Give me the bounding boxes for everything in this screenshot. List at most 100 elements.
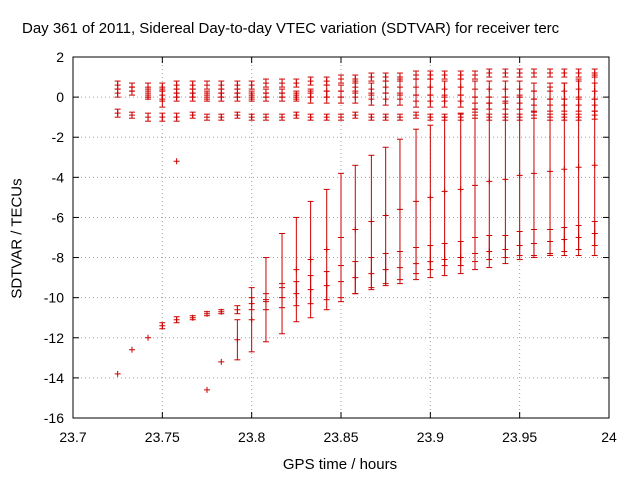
data-point xyxy=(472,182,478,189)
data-point xyxy=(114,82,121,89)
data-point xyxy=(114,370,121,377)
data-point xyxy=(427,72,434,79)
data-point xyxy=(368,86,375,93)
data-point xyxy=(128,112,135,119)
y-tick-label: -6 xyxy=(52,209,65,225)
data-point xyxy=(352,112,359,119)
data-point xyxy=(173,158,180,165)
data-point xyxy=(189,112,196,119)
data-point xyxy=(502,176,509,183)
data-point xyxy=(486,86,493,93)
series-top-band xyxy=(114,68,598,92)
y-tick-label: -12 xyxy=(44,330,64,346)
data-point xyxy=(427,194,434,201)
data-point xyxy=(396,96,403,103)
data-point xyxy=(159,114,166,121)
y-axis-label: SDTVAR / TECUs xyxy=(8,178,26,299)
data-point xyxy=(262,296,269,303)
chart-title: Day 361 of 2011, Sidereal Day-to-day VTE… xyxy=(22,20,560,37)
data-point xyxy=(547,70,554,77)
data-point xyxy=(173,114,180,121)
data-point xyxy=(145,94,152,101)
data-point xyxy=(218,82,225,89)
data-point xyxy=(530,170,537,177)
data-point xyxy=(547,168,554,175)
data-point xyxy=(352,226,359,233)
data-point xyxy=(293,266,300,273)
data-point xyxy=(502,86,509,93)
data-point xyxy=(441,188,448,195)
x-tick-label: 23.95 xyxy=(502,429,537,445)
x-tick-label: 23.9 xyxy=(417,429,444,445)
data-point xyxy=(382,84,389,91)
y-tick-label: -2 xyxy=(52,129,65,145)
data-point xyxy=(234,82,241,89)
data-point xyxy=(293,80,300,87)
x-tick-label: 23.85 xyxy=(323,429,358,445)
axis-ticks: 23.7 23.75 23.8 23.85 23.9 23.95 24 -16 -14 -12 -1… xyxy=(44,49,617,445)
data-point xyxy=(159,96,166,103)
data-point xyxy=(234,306,241,313)
x-tick-label: 23.8 xyxy=(238,429,265,445)
data-point xyxy=(441,86,448,93)
data-point xyxy=(234,94,241,101)
data-point xyxy=(396,114,403,121)
data-point xyxy=(248,316,255,323)
data-point xyxy=(145,114,152,121)
data-point xyxy=(530,70,537,77)
data-point xyxy=(382,96,389,103)
series-minus-one-band xyxy=(114,108,598,122)
y-tick-label: -4 xyxy=(52,169,65,185)
data-point xyxy=(234,112,241,119)
data-point xyxy=(338,234,344,241)
data-point xyxy=(486,70,493,77)
data-point xyxy=(441,98,448,105)
data-point xyxy=(307,256,314,263)
data-point xyxy=(248,82,255,89)
y-tick-label: 2 xyxy=(56,49,64,65)
data-point xyxy=(114,90,121,97)
data-point xyxy=(457,186,464,193)
data-point xyxy=(338,76,344,83)
y-tick-label: -8 xyxy=(52,250,65,266)
y-tick-label: -14 xyxy=(44,370,64,386)
data-point xyxy=(279,114,286,121)
data-point xyxy=(382,212,389,219)
data-point xyxy=(413,84,420,91)
data-marks xyxy=(114,68,598,393)
data-point xyxy=(338,94,344,101)
data-point xyxy=(457,72,464,79)
data-point xyxy=(575,164,582,171)
data-point xyxy=(502,70,509,77)
data-point xyxy=(262,114,269,121)
data-point xyxy=(382,74,389,81)
y-tick-label: -16 xyxy=(44,410,64,426)
data-point xyxy=(218,94,225,101)
data-point xyxy=(173,82,180,89)
data-point xyxy=(323,114,330,121)
data-point xyxy=(486,178,493,185)
data-point xyxy=(128,346,135,353)
data-point xyxy=(262,94,269,101)
data-point xyxy=(189,314,196,321)
data-point xyxy=(427,98,434,105)
data-point xyxy=(248,94,255,101)
data-point xyxy=(248,114,255,121)
data-point xyxy=(413,72,420,79)
data-point xyxy=(427,114,434,121)
data-point xyxy=(173,316,180,323)
data-point xyxy=(293,112,300,119)
data-point xyxy=(307,94,314,101)
data-point xyxy=(352,94,359,101)
data-point xyxy=(204,114,210,121)
series-upper-middle-band xyxy=(114,78,598,102)
data-point xyxy=(114,110,121,117)
data-point xyxy=(293,94,300,101)
y-tick-label: -10 xyxy=(44,290,64,306)
data-point xyxy=(516,86,523,93)
data-point xyxy=(173,94,180,101)
data-point xyxy=(323,78,330,85)
data-point xyxy=(145,334,152,341)
data-point xyxy=(279,80,286,87)
